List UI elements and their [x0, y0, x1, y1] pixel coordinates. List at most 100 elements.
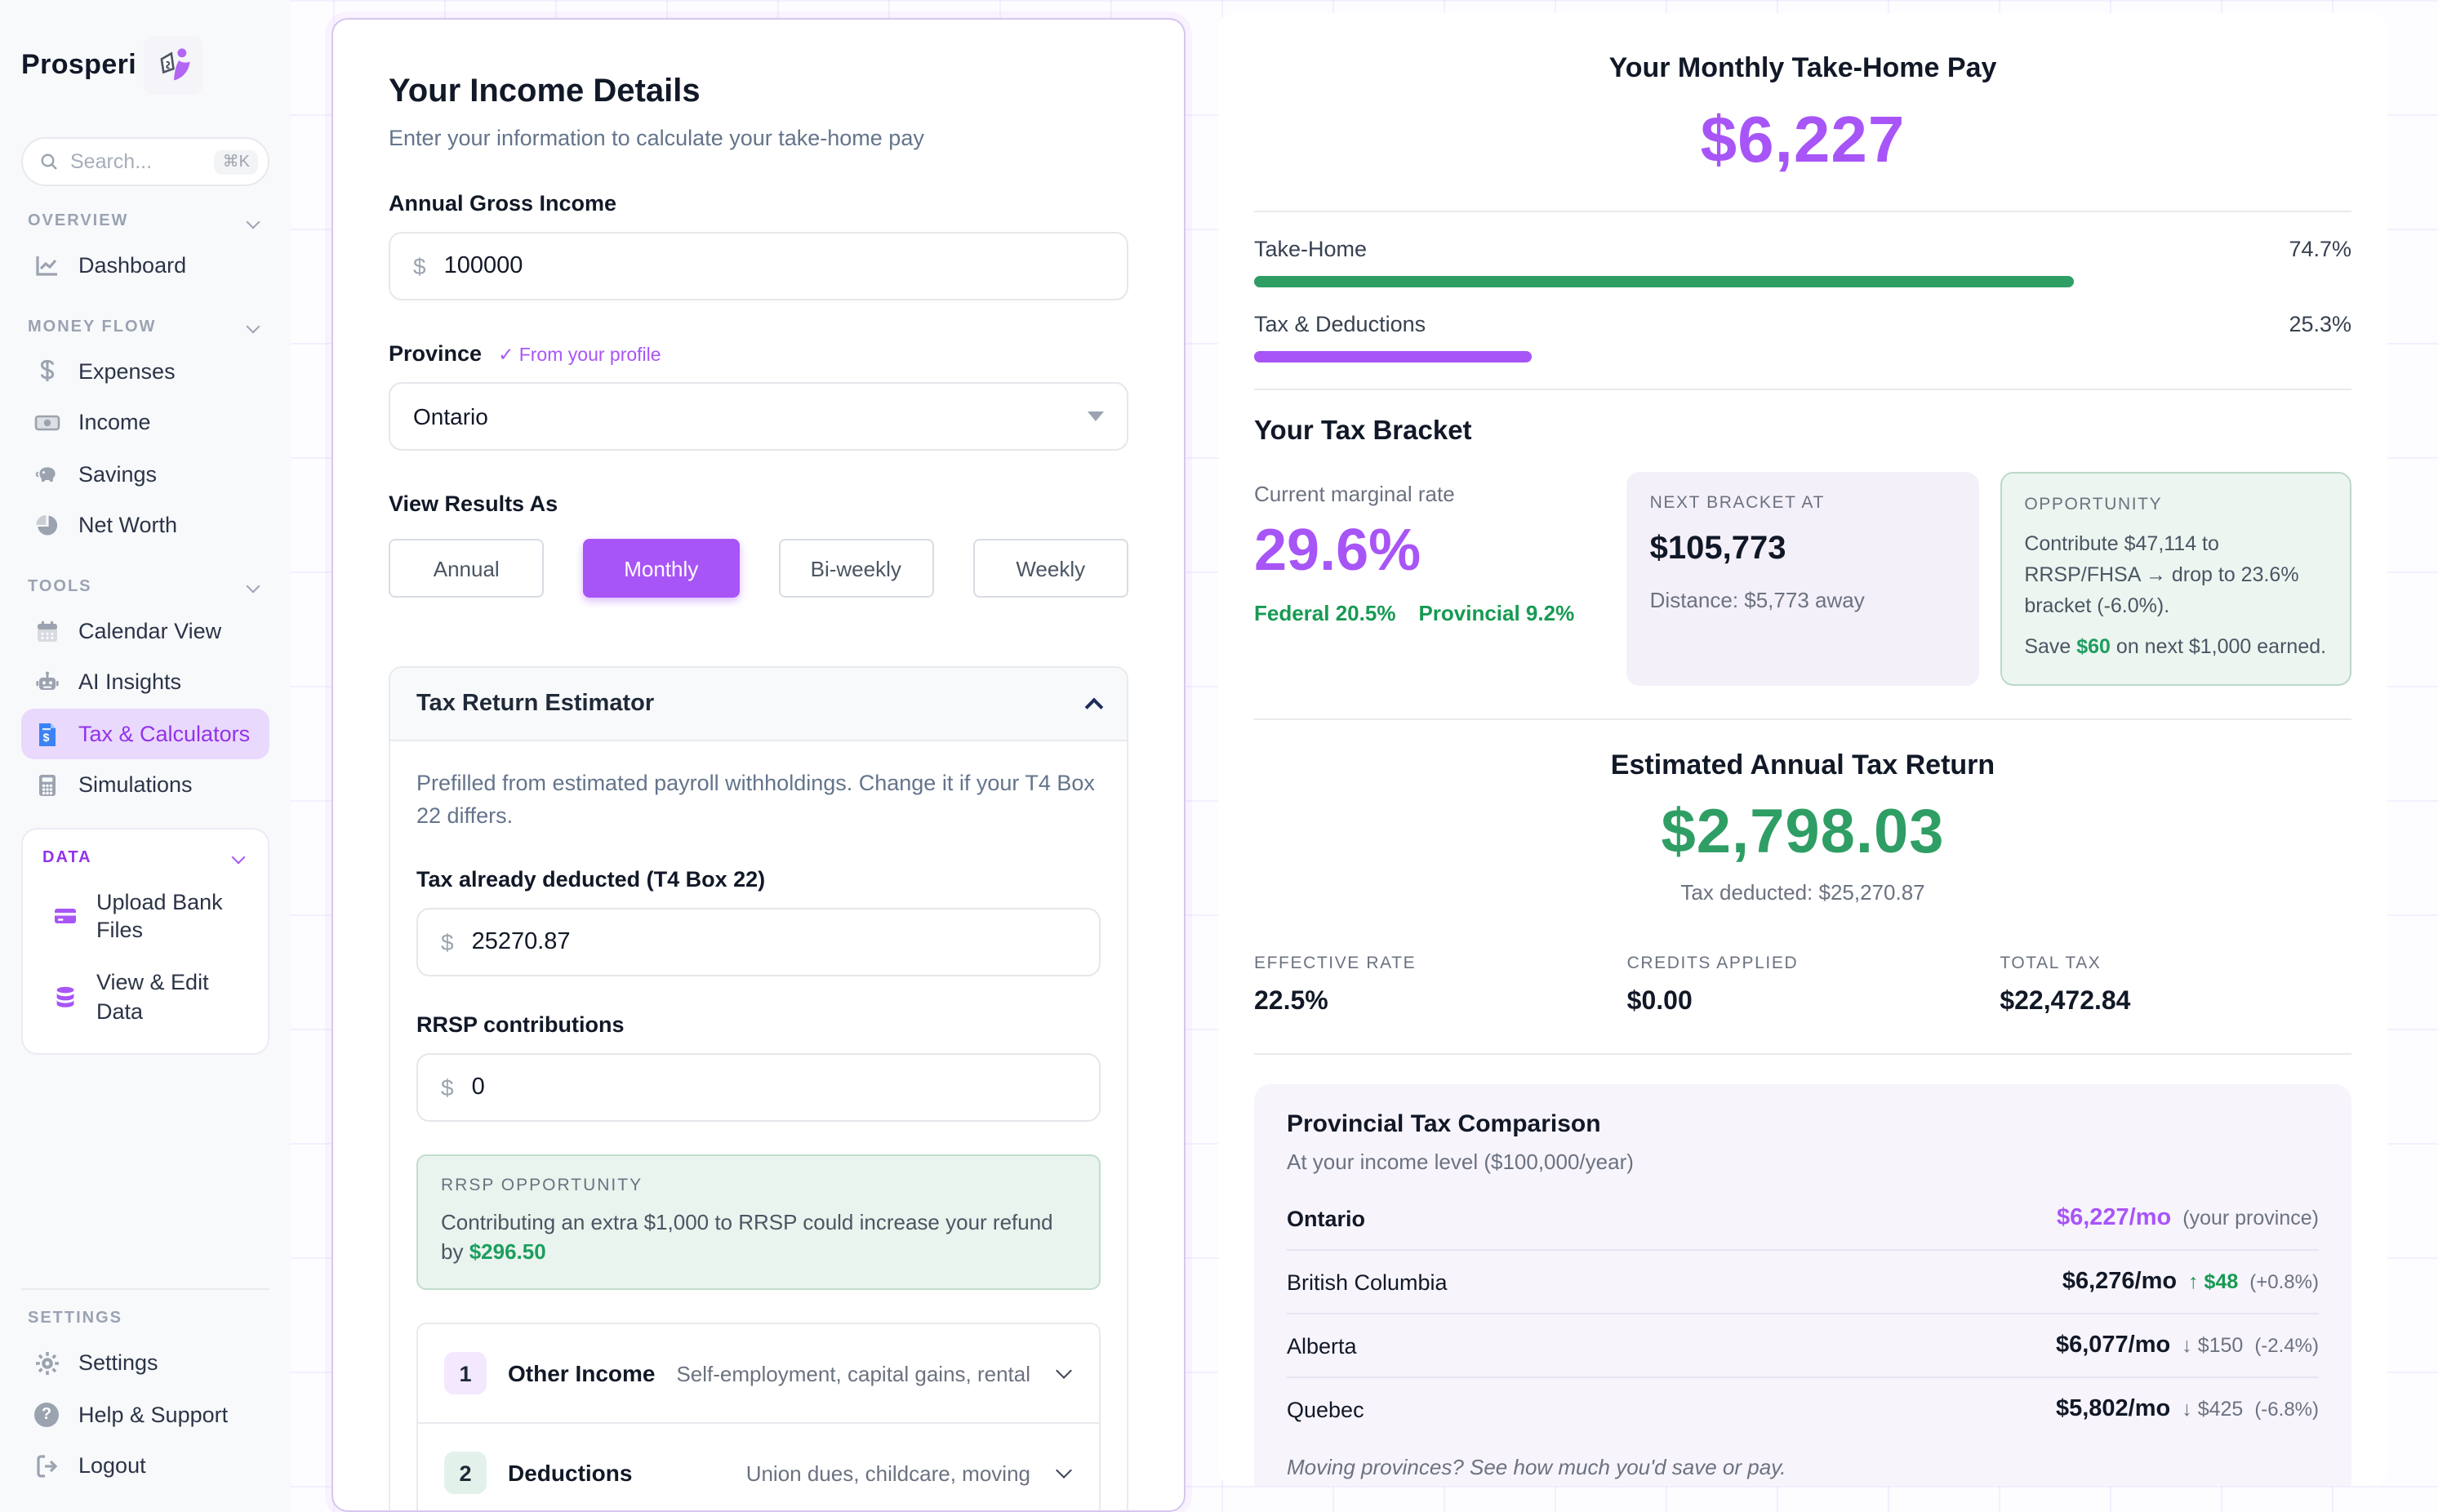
section-settings-label: SETTINGS — [28, 1310, 123, 1328]
search-box[interactable]: ⌘K — [21, 137, 269, 186]
accordion-title: Deductions — [508, 1460, 633, 1487]
sidebar-item-expenses[interactable]: Expenses — [21, 345, 269, 397]
view-results-label: View Results As — [389, 491, 558, 516]
sidebar-item-net-worth[interactable]: Net Worth — [21, 500, 269, 551]
sidebar-item-logout[interactable]: Logout — [21, 1441, 269, 1492]
sidebar-item-income[interactable]: Income — [21, 397, 269, 448]
view-option-monthly[interactable]: Monthly — [583, 539, 739, 598]
sidebar-item-help-support[interactable]: ? Help & Support — [21, 1390, 269, 1441]
sidebar-item-upload-bank-files[interactable]: Upload Bank Files — [39, 877, 251, 957]
tax-return-estimator: Tax Return Estimator Prefilled from esti… — [389, 666, 1128, 1510]
calendar-icon — [34, 618, 62, 644]
marginal-rate-block: Current marginal rate 29.6% Federal 20.5… — [1254, 472, 1606, 686]
chart-line-icon — [34, 253, 62, 279]
chevron-down-icon — [1056, 1363, 1072, 1380]
take-home-bar-group: Take-Home 74.7% — [1254, 237, 2351, 287]
stat-value: $22,472.84 — [2000, 988, 2131, 1016]
sidebar-item-savings[interactable]: Savings — [21, 448, 269, 500]
accordion-deductions[interactable]: 2 Deductions Union dues, childcare, movi… — [418, 1422, 1099, 1510]
accordion-title: Other Income — [508, 1360, 656, 1387]
currency-symbol: $ — [441, 1074, 454, 1100]
view-option-weekly[interactable]: Weekly — [972, 539, 1128, 598]
accordion-other-income[interactable]: 1 Other Income Self-employment, capital … — [418, 1324, 1099, 1422]
section-overview-label: OVERVIEW — [28, 212, 129, 230]
sidebar-item-view-edit-data[interactable]: View & Edit Data — [39, 957, 251, 1037]
t4-label: Tax already deducted (T4 Box 22) — [416, 866, 766, 891]
sidebar-item-label: Tax & Calculators — [78, 721, 251, 746]
rrsp-opportunity-text: Contributing an extra $1,000 to RRSP cou… — [441, 1207, 1076, 1269]
delta-down: ↓ $425 — [2182, 1398, 2244, 1421]
sidebar-item-settings[interactable]: Settings — [21, 1338, 269, 1390]
robot-icon — [34, 669, 62, 696]
section-money-flow[interactable]: MONEY FLOW — [28, 318, 263, 336]
chevron-down-icon — [246, 579, 260, 594]
section-data[interactable]: DATA — [42, 849, 248, 867]
database-icon — [52, 984, 80, 1010]
sidebar-item-calendar-view[interactable]: Calendar View — [21, 605, 269, 656]
view-option-annual[interactable]: Annual — [389, 539, 545, 598]
comparison-title: Provincial Tax Comparison — [1287, 1110, 1601, 1138]
province-amount: $5,802/mo — [2055, 1396, 2171, 1422]
tax-bracket-section: Your Tax Bracket Current marginal rate 2… — [1254, 390, 2351, 718]
summary-stats: EFFECTIVE RATE 22.5% CREDITS APPLIED $0.… — [1254, 954, 2351, 1017]
stat-value: $0.00 — [1626, 988, 1693, 1016]
delta-up: ↑ $48 — [2188, 1270, 2239, 1293]
sidebar-item-simulations[interactable]: Simulations — [21, 760, 269, 812]
stat-label: EFFECTIVE RATE — [1254, 954, 1417, 973]
sidebar-item-ai-insights[interactable]: AI Insights — [21, 657, 269, 709]
estimator-body: Prefilled from estimated payroll withhol… — [390, 741, 1127, 1510]
delta-percent: (-6.8%) — [2254, 1398, 2319, 1421]
t4-input[interactable] — [471, 928, 1076, 954]
rrsp-label: RRSP contributions — [416, 1012, 625, 1036]
section-settings: SETTINGS — [28, 1310, 263, 1328]
sidebar-item-label: Logout — [78, 1453, 146, 1479]
divider — [1254, 389, 2351, 390]
tax-file-icon: $ — [34, 721, 62, 747]
rrsp-opportunity-text-body: Contributing an extra $1,000 to RRSP cou… — [441, 1209, 1053, 1265]
take-home-amount: $6,227 — [1700, 105, 1906, 176]
search-input[interactable] — [70, 150, 188, 173]
search-shortcut: ⌘K — [214, 149, 258, 174]
sidebar-item-label: Income — [78, 410, 151, 435]
province-name: Ontario — [1287, 1206, 1366, 1230]
section-overview[interactable]: OVERVIEW — [28, 212, 263, 230]
province-select[interactable]: Ontario — [389, 382, 1128, 451]
rrsp-fieldbox: $ — [416, 1052, 1101, 1121]
estimator-header[interactable]: Tax Return Estimator — [390, 668, 1127, 741]
accordion-hint: Union dues, childcare, moving — [745, 1461, 1030, 1486]
section-tools[interactable]: TOOLS — [28, 577, 263, 595]
stat-credits-applied: CREDITS APPLIED $0.00 — [1627, 954, 1979, 1017]
take-home-title: Your Monthly Take-Home Pay — [1608, 52, 1997, 83]
rrsp-input[interactable] — [471, 1074, 1076, 1100]
currency-symbol: $ — [413, 253, 426, 279]
sidebar-bottom: SETTINGS Settings ? Help & Support Logou… — [21, 1288, 269, 1492]
sidebar-item-label: Calendar View — [78, 618, 222, 643]
comparison-row-ontario: Ontario $6,227/mo (your province) — [1287, 1187, 2319, 1249]
sidebar-item-label: Help & Support — [78, 1402, 229, 1427]
sidebar-item-dashboard[interactable]: Dashboard — [21, 240, 269, 291]
search-icon — [41, 153, 57, 170]
province-amount: $6,077/mo — [2055, 1332, 2171, 1359]
sidebar: Prosperi ⌘K OVERVIEW Dashboard — [0, 0, 291, 1512]
next-bracket-card: NEXT BRACKET AT $105,773 Distance: $5,77… — [1626, 472, 1979, 686]
chevron-down-icon — [1056, 1462, 1072, 1479]
money-bill-icon — [34, 410, 62, 436]
svg-text:$: $ — [43, 730, 50, 743]
gear-icon — [34, 1350, 62, 1376]
sidebar-item-tax-calculators[interactable]: $ Tax & Calculators — [21, 708, 269, 760]
opportunity-line1: Contribute $47,114 to RRSP/FHSA → drop t… — [2024, 532, 2299, 616]
stat-effective-rate: EFFECTIVE RATE 22.5% — [1254, 954, 1606, 1017]
extra-sections-accordions: 1 Other Income Self-employment, capital … — [416, 1323, 1101, 1510]
opportunity-line2-pre: Save — [2024, 635, 2077, 659]
view-option-biweekly[interactable]: Bi-weekly — [778, 539, 934, 598]
gross-income-input[interactable] — [443, 253, 1104, 279]
view-results-segmented: Annual Monthly Bi-weekly Weekly — [389, 539, 1128, 598]
sidebar-item-label: Simulations — [78, 772, 193, 798]
province-name: Alberta — [1287, 1333, 1357, 1358]
section-money-flow-label: MONEY FLOW — [28, 318, 157, 336]
province-value: Ontario — [413, 403, 488, 429]
divider — [1254, 211, 2351, 212]
chevron-down-icon — [231, 851, 246, 865]
province-name: Quebec — [1287, 1397, 1364, 1421]
